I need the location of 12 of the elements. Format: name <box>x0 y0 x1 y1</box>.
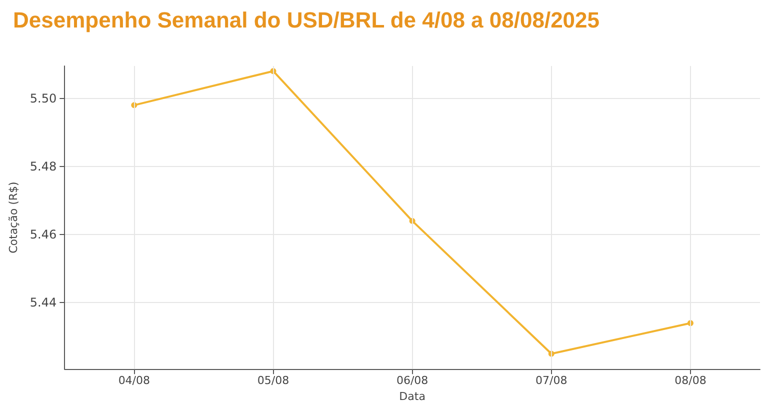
chart-title: Desempenho Semanal do USD/BRL de 4/08 a 08/08/2025 <box>13 8 600 32</box>
x-tick-label: 06/08 <box>396 374 428 388</box>
x-tick-label: 05/08 <box>257 374 290 388</box>
y-tick-label: 5.50 <box>30 91 57 106</box>
y-tick-label: 5.44 <box>30 296 57 310</box>
y-tick-label: 5.46 <box>30 228 57 242</box>
x-tick-label: 04/08 <box>118 374 150 388</box>
y-axis-title: Cotação (R$) <box>7 182 20 254</box>
x-tick-label: 07/08 <box>536 374 568 388</box>
x-tick-label: 08/08 <box>674 374 706 388</box>
y-tick-label: 5.48 <box>30 159 57 174</box>
x-axis-title: Data <box>399 390 426 403</box>
